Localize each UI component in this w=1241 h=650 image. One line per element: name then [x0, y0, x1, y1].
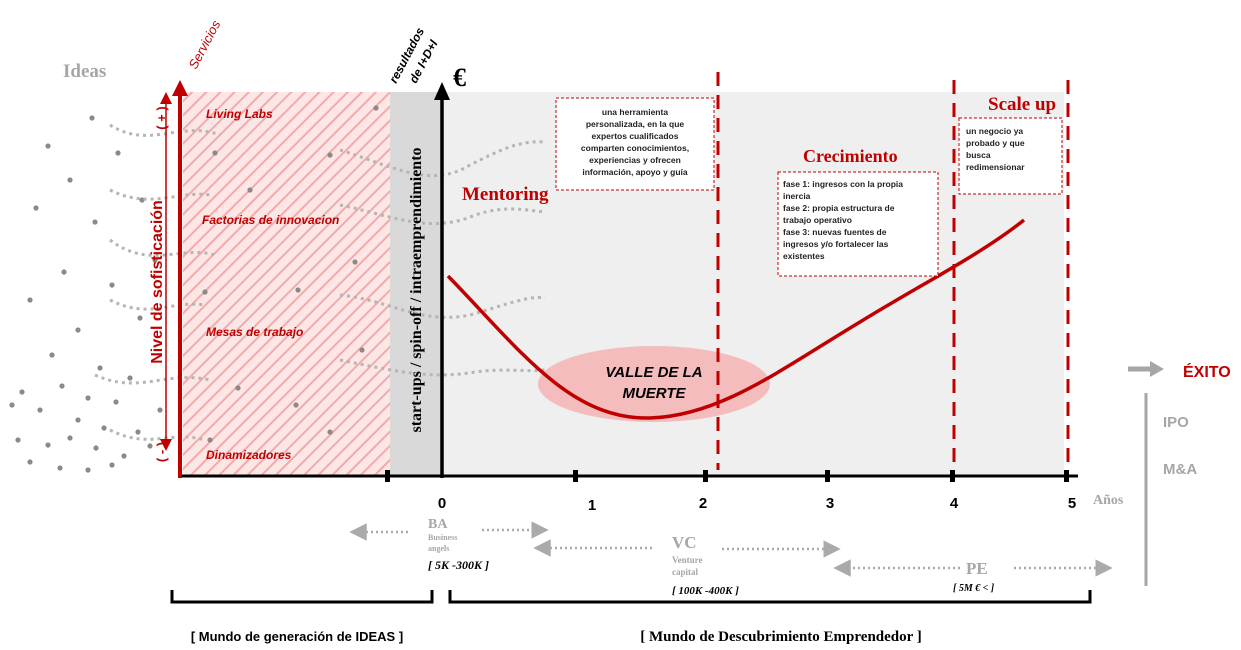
plus-label: ( + )	[154, 106, 169, 129]
idea-dots	[9, 105, 379, 473]
x-tick-3: 3	[826, 495, 834, 512]
mentoring-line: expertos cualificados	[592, 131, 679, 141]
x-axis-label: Años	[1093, 493, 1124, 508]
ba-range: [ 5K -300K ]	[428, 558, 489, 572]
exito-arrowhead	[1150, 361, 1164, 377]
mentoring-line: una herramienta	[602, 107, 668, 117]
x-tick-2: 2	[699, 495, 707, 512]
valle-line-2: MUERTE	[622, 385, 686, 402]
sofisticacion-label: Nivel de sofisticación	[149, 200, 166, 364]
crecimiento-box	[777, 171, 939, 277]
crecimiento-line: fase 3: nuevas fuentes de	[783, 227, 887, 237]
service-dinamizadores: Dinamizadores	[206, 448, 292, 462]
servicios-label: Servicios	[185, 17, 223, 71]
mentoring-line: personalizada, en la que	[586, 119, 685, 129]
ideas-label: Ideas	[63, 61, 106, 82]
minus-label: ( - )	[154, 442, 169, 462]
pe-range: [ 5M € < ]	[953, 583, 995, 594]
x-tick-1: 1	[588, 497, 596, 514]
x-tick-4: 4	[950, 495, 959, 512]
valle-line-1: VALLE DE LA	[605, 364, 702, 381]
exit-ipo: IPO	[1163, 414, 1189, 431]
ideas-hatched-zone	[183, 92, 390, 475]
pe-abbr: PE	[966, 559, 988, 578]
service-living-labs: Living Labs	[206, 107, 273, 121]
mentoring-box-text: una herramienta personalizada, en la que…	[581, 107, 689, 177]
dotted-wave-lines	[94, 123, 546, 442]
ba-abbr: BA	[428, 517, 448, 532]
crecimiento-line: fase 2: propia estructura de	[783, 203, 895, 213]
crecimiento-line: existentes	[783, 251, 825, 261]
emprendedor-bracket-label: [ Mundo de Descubrimiento Emprendedor ]	[640, 629, 922, 645]
x-tick-labels: 0 1 2 3 4 5	[438, 495, 1076, 514]
mentoring-line: comparten conocimientos,	[581, 143, 689, 153]
vc-range: [ 100K -400K ]	[672, 585, 739, 597]
crecimiento-line: trabajo operativo	[783, 215, 852, 225]
ba-sub-1: Business	[428, 533, 457, 542]
crecimiento-title: Crecimiento	[803, 146, 898, 166]
mentoring-line: experiencias y ofrecen	[589, 155, 681, 165]
sofisticacion-arrowhead	[172, 80, 188, 96]
scaleup-line: redimensionar	[966, 162, 1025, 172]
startups-gray-band	[390, 92, 442, 475]
mentoring-box	[555, 97, 715, 191]
scaleup-box	[958, 117, 1063, 195]
exito-label: ÉXITO	[1183, 362, 1231, 381]
mentoring-line: información, apoyo y guía	[582, 167, 688, 177]
valle-ellipse	[538, 346, 770, 422]
scaleup-title: Scale up	[988, 94, 1056, 115]
exit-ma: M&A	[1163, 461, 1197, 478]
funding-arrows	[349, 521, 1113, 577]
crecimiento-line: inercia	[783, 191, 811, 201]
emprendedor-bracket	[448, 590, 1092, 604]
vc-sub-1: Venture	[672, 555, 703, 565]
mentoring-title: Mentoring	[462, 184, 549, 205]
vc-sub-2: capital	[672, 567, 698, 577]
crecimiento-box-text: fase 1: ingresos con la propia inercia f…	[783, 179, 903, 261]
services-list: Living Labs Factorias de innovacion Mesa…	[202, 107, 339, 462]
ba-sub-2: angels	[428, 544, 449, 553]
service-factorias: Factorias de innovacion	[202, 213, 339, 227]
ideas-bracket-label: [ Mundo de generación de IDEAS ]	[191, 629, 403, 644]
crecimiento-line: ingresos y/o fortalecer las	[783, 239, 889, 249]
scaleup-line: probado y que	[966, 138, 1025, 148]
crecimiento-line: fase 1: ingresos con la propia	[783, 179, 903, 189]
scaleup-line: un negocio ya	[966, 126, 1023, 136]
x-tick-5: 5	[1068, 495, 1076, 512]
vc-abbr: VC	[672, 533, 697, 552]
valley-curve	[446, 218, 1026, 420]
service-mesas: Mesas de trabajo	[206, 325, 303, 339]
startups-label: start-ups / spin-off / intraemprendimien…	[408, 147, 425, 432]
y-axis-arrowhead	[434, 82, 450, 100]
ideas-bracket	[170, 590, 434, 604]
euro-label: €	[453, 63, 466, 92]
x-tick-0: 0	[438, 495, 446, 512]
x-axis-tick-marks	[385, 470, 1069, 482]
scaleup-line: busca	[966, 150, 991, 160]
scaleup-box-text: un negocio ya probado y que busca redime…	[966, 126, 1025, 172]
